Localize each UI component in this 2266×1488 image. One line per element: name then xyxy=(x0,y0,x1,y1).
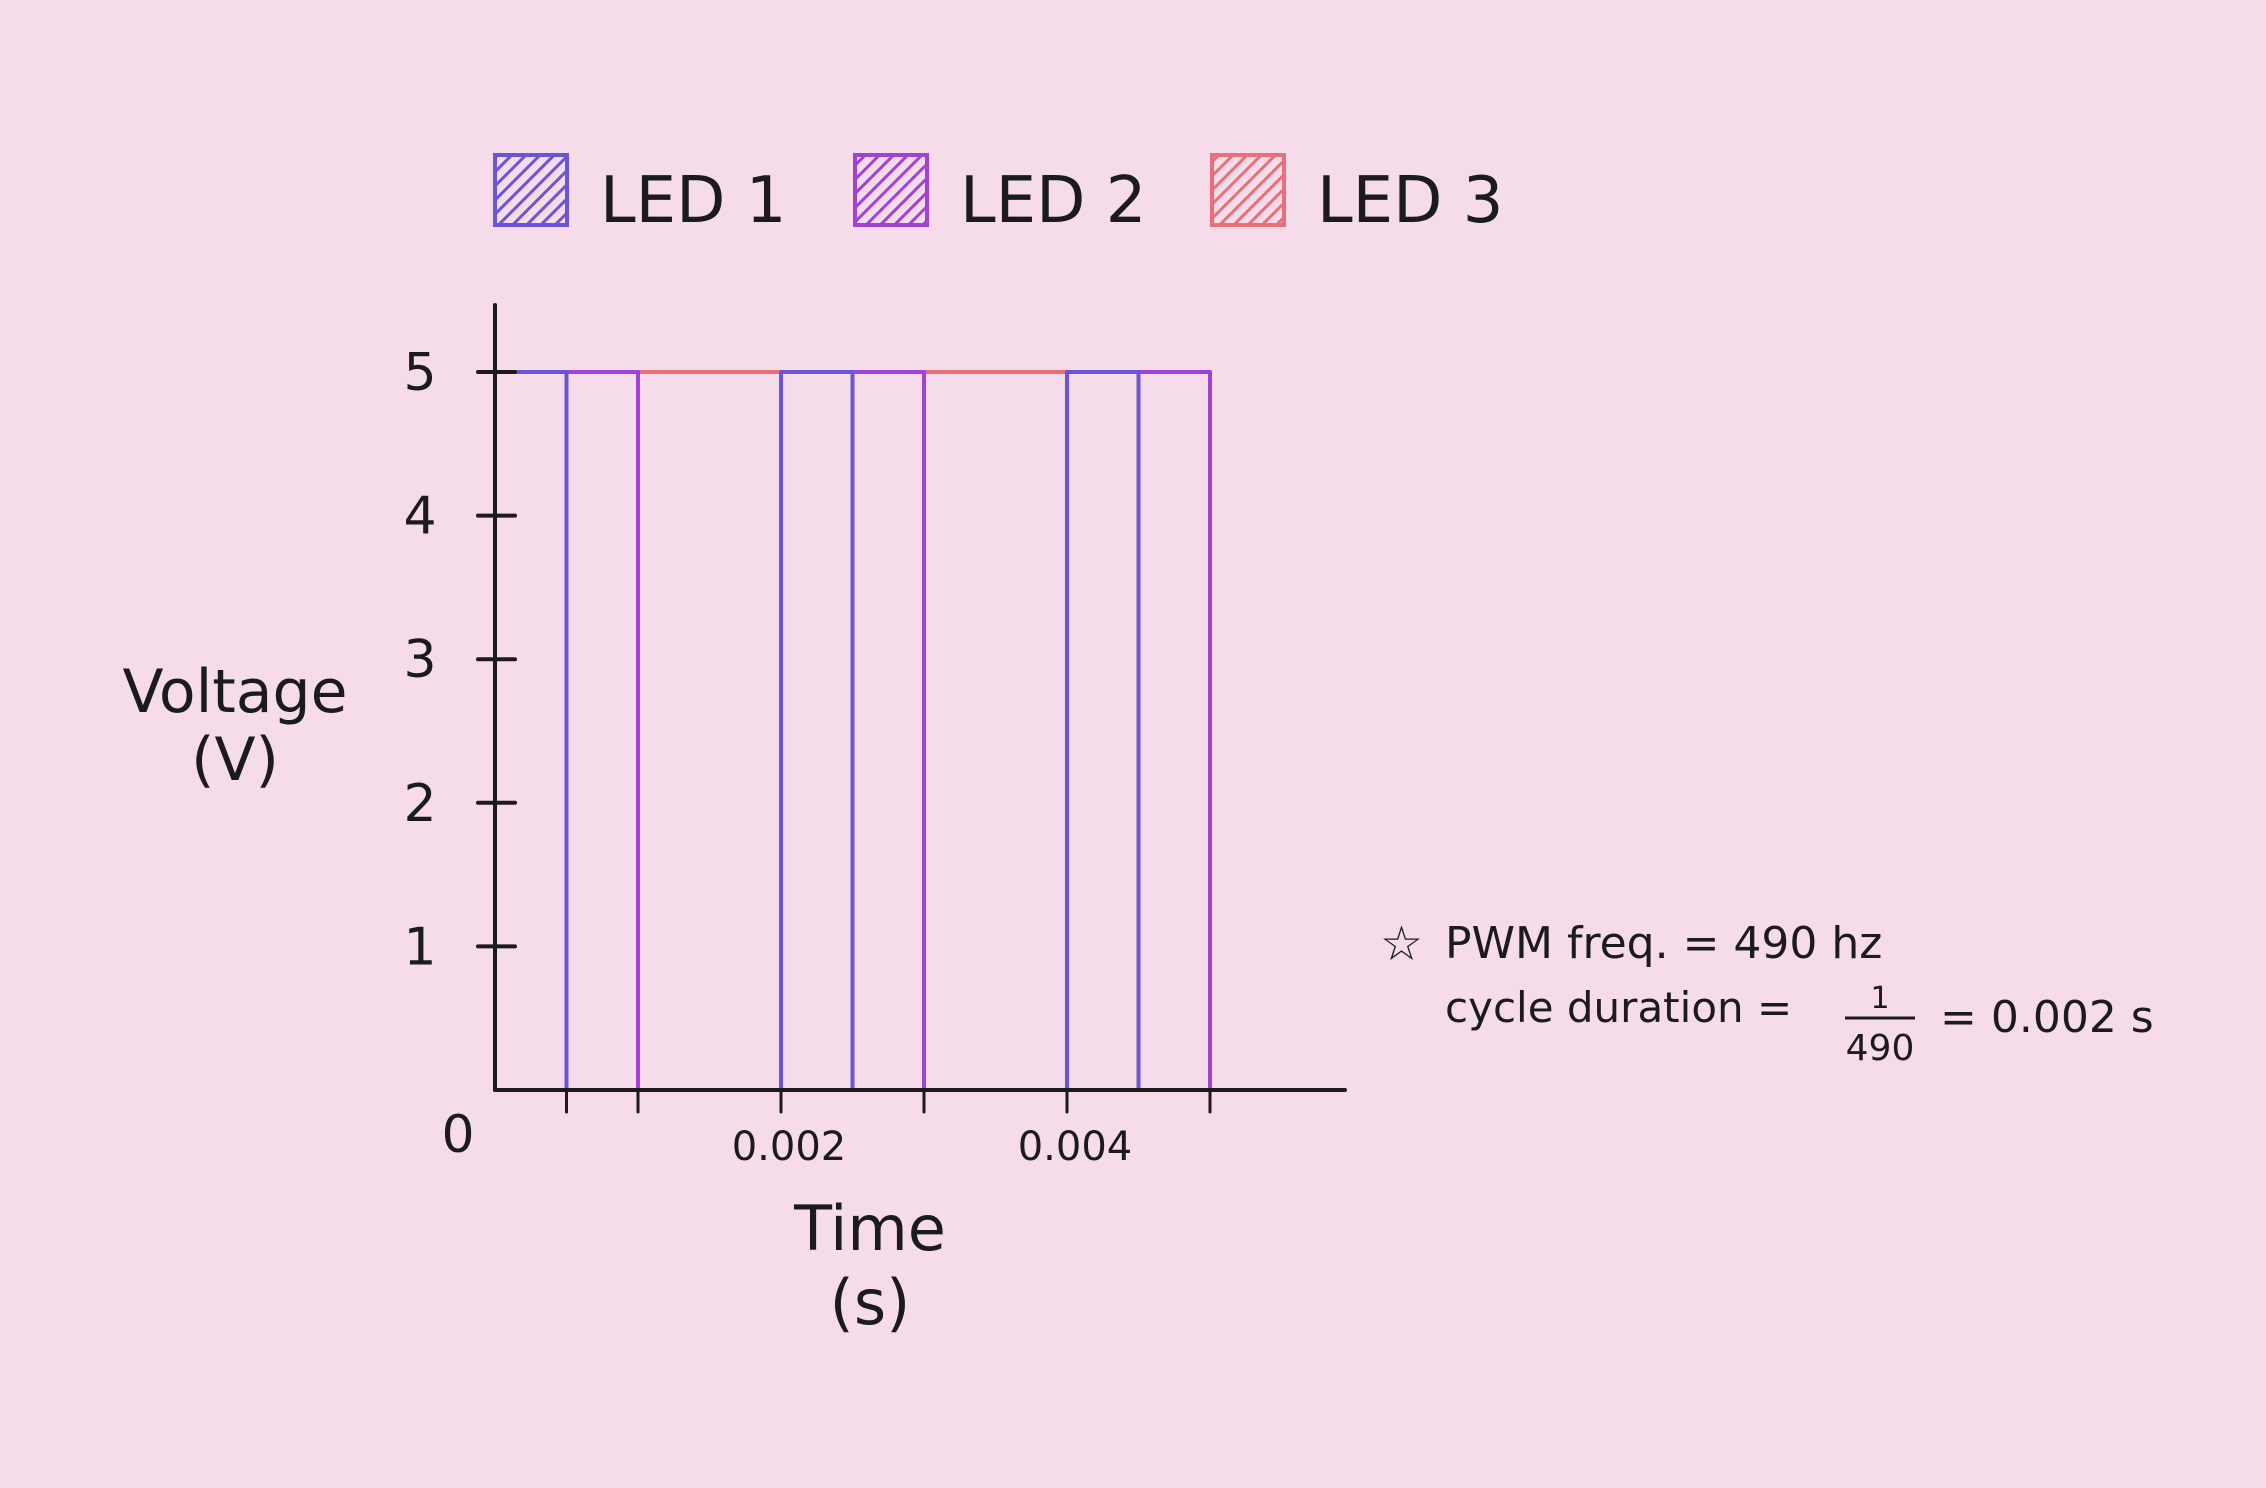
legend-label-3: LED 3 xyxy=(1317,164,1503,238)
annotation-fraction-numerator: 1 xyxy=(1870,981,1889,1016)
x-axis-title: Time(s) xyxy=(793,1192,946,1339)
y-tick-label-4: 4 xyxy=(403,487,436,547)
y-ticks: 1 2 3 4 5 xyxy=(403,343,517,977)
annotation-star-icon: ☆ xyxy=(1380,916,1423,972)
annotation-line2-suffix: = 0.002 s xyxy=(1940,992,2154,1043)
annotation-line1: PWM freq. = 490 hz xyxy=(1445,918,1882,969)
origin-label: 0 xyxy=(441,1105,474,1165)
x-tick-label-0.004: 0.004 xyxy=(1018,1124,1133,1170)
series-line-led-1 xyxy=(493,370,1212,1092)
y-tick-label-2: 2 xyxy=(403,774,436,834)
y-axis-title-line-1: Voltage xyxy=(122,657,347,727)
y-tick-label-1: 1 xyxy=(403,917,436,977)
x-ticks: 0.002 0.004 xyxy=(565,1088,1212,1170)
x-axis-title-line-2: (s) xyxy=(830,1266,911,1339)
y-axis-title: Voltage(V) xyxy=(122,657,347,795)
annotation-line2-prefix: cycle duration = xyxy=(1445,983,1792,1032)
legend-swatch-3 xyxy=(1210,153,1286,227)
annotation-fraction-denominator: 490 xyxy=(1846,1028,1915,1069)
y-tick-label-5: 5 xyxy=(403,343,436,403)
chart-legend: LED 1 LED 2 LED 3 xyxy=(493,153,1503,238)
y-tick-label-3: 3 xyxy=(403,630,436,690)
x-axis-title-line-1: Time xyxy=(793,1192,946,1265)
annotation: ☆ PWM freq. = 490 hz cycle duration = 1 … xyxy=(1380,916,2154,1069)
x-tick-label-0.002: 0.002 xyxy=(732,1124,847,1170)
y-axis-title-line-2: (V) xyxy=(191,725,279,795)
legend-swatch-1 xyxy=(493,153,569,227)
legend-label-1: LED 1 xyxy=(600,164,786,238)
series-layer xyxy=(493,370,1212,1092)
legend-swatch-2 xyxy=(853,153,929,227)
legend-label-2: LED 2 xyxy=(960,164,1146,238)
